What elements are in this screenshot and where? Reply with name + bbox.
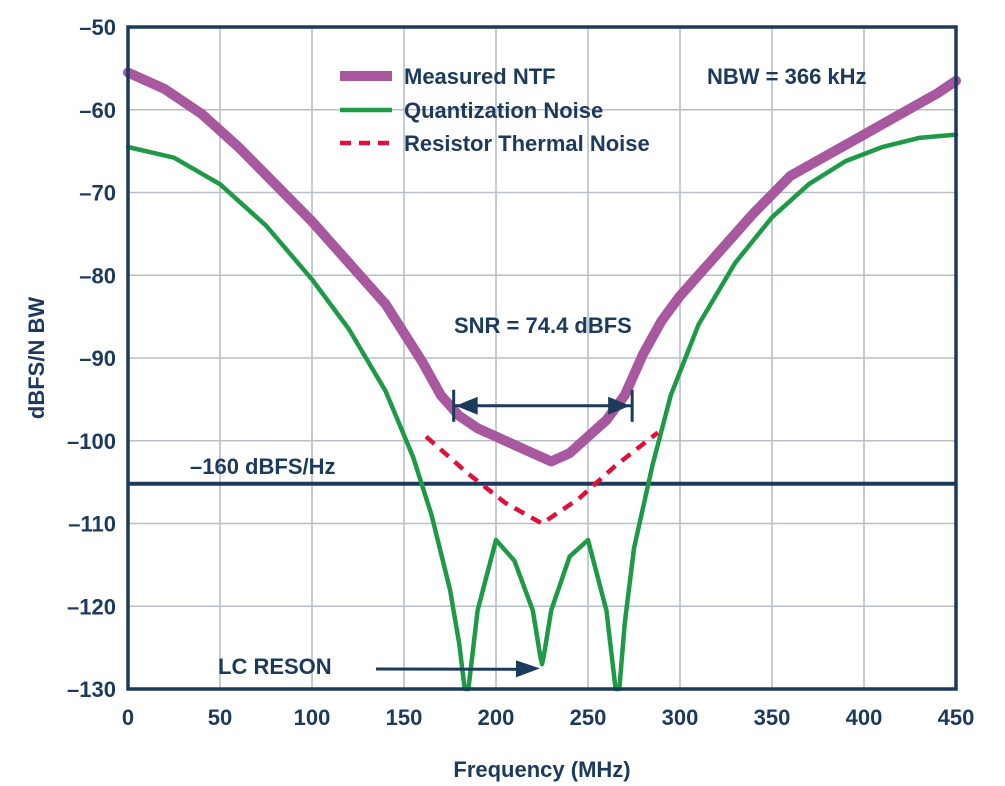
- y-tick-label: –60: [79, 98, 116, 123]
- x-tick-label: 300: [662, 705, 699, 730]
- y-tick-label: –50: [79, 15, 116, 40]
- legend-resistor-thermal-noise-label: Resistor Thermal Noise: [404, 131, 650, 156]
- y-tick-label: –120: [67, 594, 116, 619]
- plot-frame: [126, 25, 958, 691]
- lc-reson-arrowhead: [516, 660, 540, 678]
- quantization-noise-line: [125, 132, 959, 692]
- snr-label: SNR = 74.4 dBFS: [454, 313, 632, 338]
- nbw-label: NBW = 366 kHz: [707, 64, 867, 89]
- x-tick-label: 250: [570, 705, 607, 730]
- y-tick-label: –90: [79, 346, 116, 371]
- series-group: [123, 67, 961, 692]
- legend: Measured NTF Quantization Noise Resistor T…: [340, 64, 650, 156]
- snr-arrowhead-left: [455, 396, 478, 415]
- y-tick-label: –130: [67, 677, 116, 702]
- x-tick-label: 450: [938, 705, 975, 730]
- resistor-thermal-noise-line: [424, 430, 660, 526]
- annotations: NBW = 366 kHz SNR = 74.4 dBFS LC RESON: [218, 64, 867, 679]
- x-axis-title: Frequency (MHz): [453, 757, 630, 782]
- x-tick-label: 100: [294, 705, 331, 730]
- y-tick-label: –100: [67, 429, 116, 454]
- y-axis-title: dBFS/N BW: [24, 297, 49, 419]
- measured-ntf-line: [123, 67, 961, 467]
- threshold-label: –160 dBFS/Hz: [190, 454, 336, 479]
- y-tick-label: –70: [79, 181, 116, 206]
- x-tick-label: 400: [846, 705, 883, 730]
- y-tick-label: –110: [68, 512, 116, 537]
- x-tick-label: 200: [478, 705, 515, 730]
- y-tick-label: –80: [79, 263, 116, 288]
- x-tick-label: 350: [754, 705, 791, 730]
- x-tick-label: 50: [208, 705, 232, 730]
- legend-measured-ntf-label: Measured NTF: [404, 64, 556, 89]
- plot-border: [126, 25, 958, 691]
- x-tick-label: 0: [122, 705, 134, 730]
- threshold-group: –160 dBFS/Hz: [128, 454, 956, 486]
- snr-arrowhead-right: [608, 396, 631, 415]
- x-tick-label: 150: [386, 705, 423, 730]
- grid: [128, 27, 956, 689]
- legend-quantization-noise-label: Quantization Noise: [404, 98, 603, 123]
- lc-reson-label: LC RESON: [218, 654, 332, 679]
- tick-labels: 0 50 100 150 200 250 300 350 400 450 –50 –60 –70 –80 –…: [67, 15, 974, 730]
